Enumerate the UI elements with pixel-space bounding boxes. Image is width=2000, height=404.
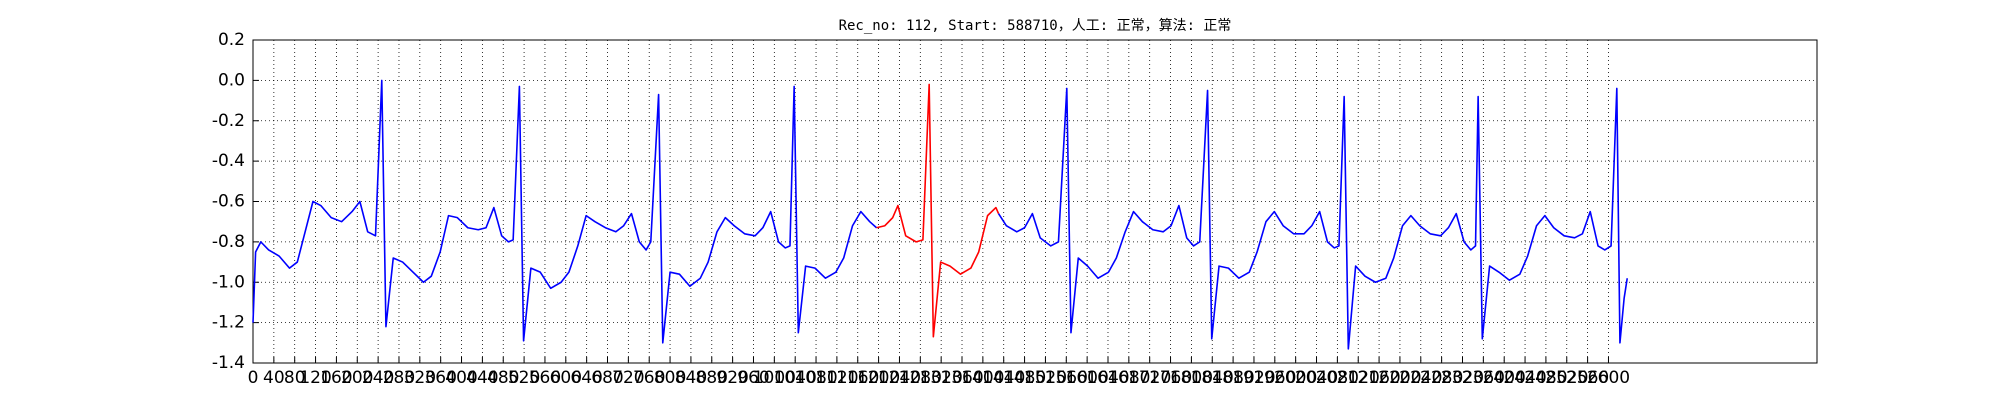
x-tick-label: 1760 — [1149, 368, 1192, 388]
x-tick-label: 2040 — [1295, 368, 1338, 388]
x-tick-label: 680 — [591, 368, 623, 388]
y-tick-label: 0.2 — [218, 30, 245, 50]
x-tick-label: 1680 — [1107, 368, 1150, 388]
x-tick-label: 1360 — [940, 368, 983, 388]
x-tick-label: 120 — [299, 368, 331, 388]
y-tick-label: -0.2 — [212, 111, 245, 131]
x-tick-label: 1720 — [1128, 368, 1171, 388]
y-tick-label: -1.4 — [212, 353, 245, 373]
y-tick-label: -1.2 — [212, 313, 245, 333]
x-tick-label: 1960 — [1253, 368, 1296, 388]
x-tick-label: 560 — [529, 368, 561, 388]
x-tick-label: 2600 — [1587, 368, 1630, 388]
y-tick-label: -0.4 — [212, 151, 245, 171]
x-tick-label: 1200 — [857, 368, 900, 388]
x-tick-label: 2520 — [1545, 368, 1588, 388]
x-tick-label: 1480 — [1003, 368, 1046, 388]
x-tick-label: 2200 — [1378, 368, 1421, 388]
x-tick-label: 2560 — [1566, 368, 1609, 388]
x-tick-label: 360 — [424, 368, 456, 388]
y-tick-label: -1.0 — [212, 272, 245, 292]
y-tick-label: 0.0 — [218, 70, 245, 90]
x-tick-label: 720 — [612, 368, 644, 388]
x-tick-label: 1000 — [753, 368, 796, 388]
plot-frame — [252, 39, 1818, 364]
x-tick-label: 200 — [341, 368, 373, 388]
x-tick-label: 920 — [716, 368, 748, 388]
x-tick-label: 480 — [487, 368, 519, 388]
x-tick-label: 1320 — [920, 368, 963, 388]
x-tick-label: 800 — [654, 368, 686, 388]
chart-title: Rec_no: 112, Start: 588710，人工: 正常，算法: 正常 — [839, 18, 1232, 34]
x-tick-label: 80 — [284, 368, 306, 388]
x-tick-label: 1920 — [1232, 368, 1275, 388]
x-tick-label: 400 — [445, 368, 477, 388]
x-tick-label: 280 — [383, 368, 415, 388]
x-tick-label: 2320 — [1441, 368, 1484, 388]
x-tick-label: 1520 — [1024, 368, 1067, 388]
x-tick-label: 1840 — [1191, 368, 1234, 388]
x-tick-label: 1600 — [1066, 368, 1109, 388]
y-tick-label: -0.8 — [212, 232, 245, 252]
x-tick-label: 1120 — [815, 368, 858, 388]
x-tick-label: 1640 — [1086, 368, 1129, 388]
x-tick-label: 2480 — [1524, 368, 1567, 388]
x-tick-label: 640 — [570, 368, 602, 388]
x-tick-label: 2120 — [1337, 368, 1380, 388]
x-tick-label: 440 — [466, 368, 498, 388]
x-tick-label: 2440 — [1503, 368, 1546, 388]
x-tick-label: 1800 — [1170, 368, 1213, 388]
x-tick-label: 2000 — [1274, 368, 1317, 388]
x-tick-label: 840 — [675, 368, 707, 388]
x-tick-label: 0 — [248, 368, 259, 388]
series-line — [876, 83, 1000, 338]
x-tick-label: 1240 — [878, 368, 921, 388]
x-tick-label: 160 — [320, 368, 352, 388]
x-tick-label: 600 — [550, 368, 582, 388]
x-tick-label: 1560 — [1045, 368, 1088, 388]
x-tick-label: 960 — [737, 368, 769, 388]
x-tick-label: 320 — [404, 368, 436, 388]
x-tick-label: 1160 — [836, 368, 879, 388]
x-tick-label: 760 — [633, 368, 665, 388]
x-tick-label: 1280 — [899, 368, 942, 388]
x-tick-label: 2280 — [1420, 368, 1463, 388]
x-tick-label: 1880 — [1211, 368, 1254, 388]
x-tick-label: 40 — [263, 368, 285, 388]
x-tick-label: 1440 — [982, 368, 1025, 388]
x-tick-label: 2400 — [1483, 368, 1526, 388]
x-tick-label: 2160 — [1357, 368, 1400, 388]
x-tick-label: 2080 — [1316, 368, 1359, 388]
x-tick-label: 240 — [362, 368, 394, 388]
series-line — [252, 79, 1629, 350]
x-tick-label: 1080 — [794, 368, 837, 388]
x-tick-label: 520 — [508, 368, 540, 388]
x-tick-label: 2240 — [1399, 368, 1442, 388]
x-tick-label: 1040 — [774, 368, 817, 388]
x-tick-label: 2360 — [1462, 368, 1505, 388]
y-tick-label: -0.6 — [212, 192, 245, 212]
x-tick-label: 880 — [696, 368, 728, 388]
x-tick-label: 1400 — [961, 368, 1004, 388]
